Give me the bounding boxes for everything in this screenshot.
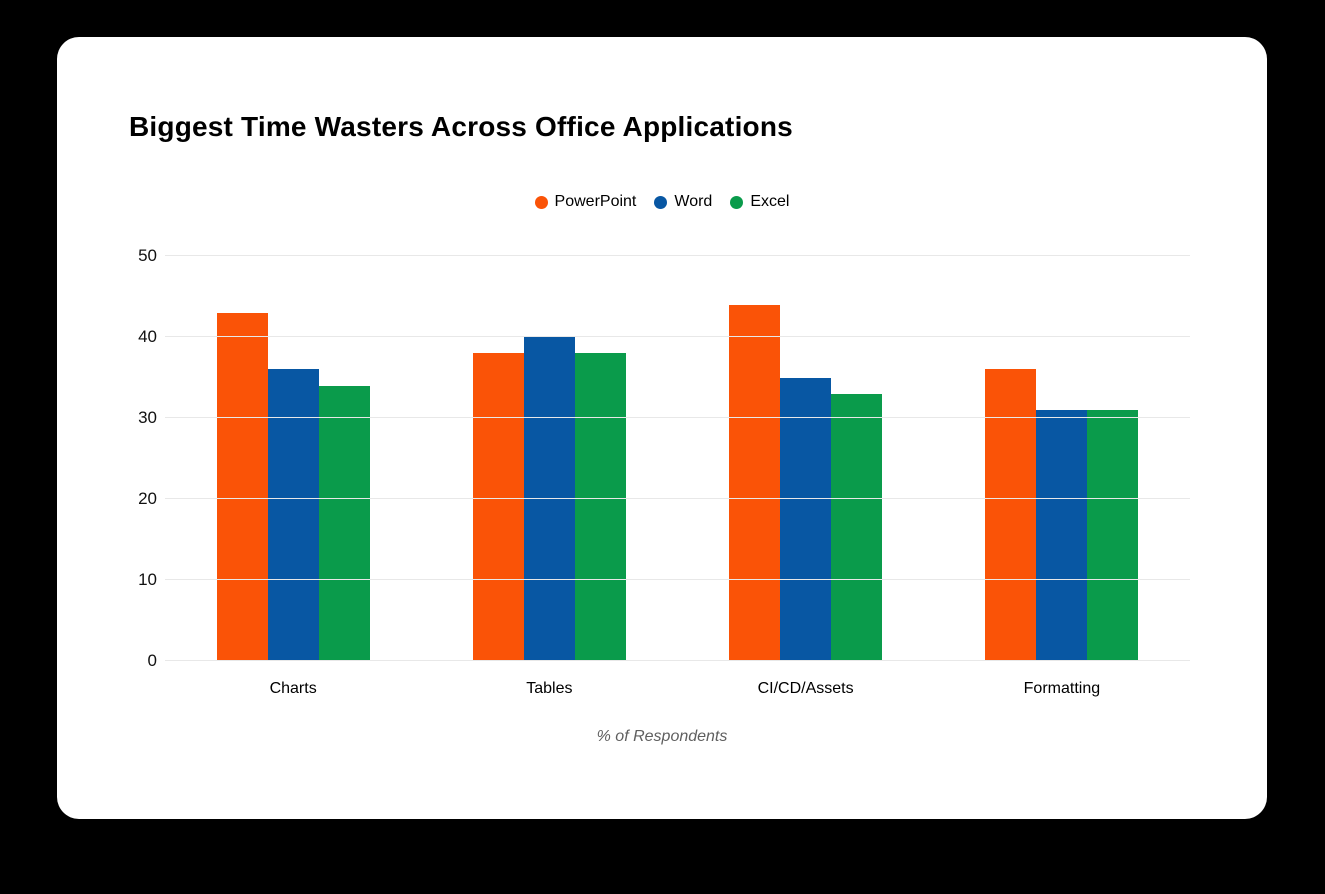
chart-title: Biggest Time Wasters Across Office Appli… xyxy=(129,111,793,142)
bar-powerpoint xyxy=(729,304,781,661)
bar-powerpoint xyxy=(985,369,1037,661)
chart-card: Biggest Time Wasters Across Office Appli… xyxy=(57,37,1267,819)
bar-excel xyxy=(831,393,883,661)
category-label: CI/CD/Assets xyxy=(757,680,854,697)
y-axis-tick-labels: 0 10 20 30 40 50 xyxy=(57,247,157,669)
bar-powerpoint xyxy=(216,312,268,661)
y-tick-label: 10 xyxy=(138,570,157,589)
category-label: Charts xyxy=(269,680,317,697)
legend-dot-icon xyxy=(654,195,668,209)
legend-dot-icon xyxy=(730,195,744,209)
y-tick-label: 30 xyxy=(138,408,157,427)
bar-excel xyxy=(574,353,626,661)
bar-group-formatting xyxy=(934,256,1190,661)
y-tick-label: 40 xyxy=(138,327,157,346)
bar-groups xyxy=(165,256,1190,661)
legend-label: Word xyxy=(674,193,713,210)
bar-word xyxy=(1036,409,1088,661)
category-label: Tables xyxy=(526,680,573,697)
x-axis-title: % of Respondents xyxy=(596,728,728,745)
gridline xyxy=(165,255,1190,256)
category-label: Formatting xyxy=(1023,680,1101,697)
legend-item-excel: Excel xyxy=(730,193,789,211)
y-tick-label: 0 xyxy=(147,651,157,670)
x-axis-category-labels: Charts Tables CI/CD/Assets Formatting xyxy=(165,680,1190,698)
bar-word xyxy=(780,377,832,661)
bar-excel xyxy=(318,385,370,661)
bar-group-charts xyxy=(165,256,421,661)
bar-word xyxy=(267,369,319,661)
bar-word xyxy=(523,337,575,661)
chart-legend: PowerPoint Word Excel xyxy=(57,193,1267,211)
plot-wrap: 0 10 20 30 40 50 xyxy=(57,247,1267,669)
plot-area xyxy=(165,255,1190,661)
y-tick-label: 20 xyxy=(138,489,157,508)
bar-excel xyxy=(1087,409,1139,661)
legend-label: Excel xyxy=(750,193,790,210)
legend-dot-icon xyxy=(534,195,548,209)
y-tick-label: 50 xyxy=(138,246,157,265)
bar-powerpoint xyxy=(472,353,524,661)
legend-item-word: Word xyxy=(654,193,712,211)
legend-item-powerpoint: PowerPoint xyxy=(534,193,637,211)
gridline xyxy=(165,336,1190,337)
gridline xyxy=(165,579,1190,580)
gridline xyxy=(165,660,1190,661)
gridline xyxy=(165,417,1190,418)
legend-label: PowerPoint xyxy=(554,193,637,210)
gridline xyxy=(165,498,1190,499)
bar-group-ci-cd-assets xyxy=(678,256,934,661)
bar-group-tables xyxy=(421,256,677,661)
